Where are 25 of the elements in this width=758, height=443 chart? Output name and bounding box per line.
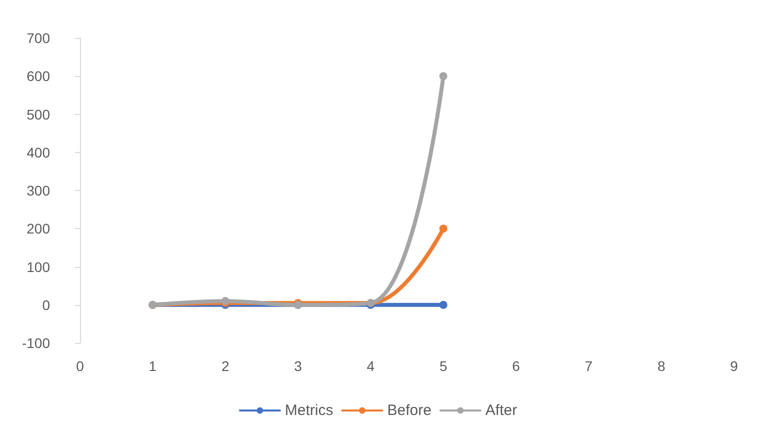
legend-label: Before <box>387 402 432 419</box>
y-tick-label: 700 <box>26 30 50 46</box>
y-tick-label: -100 <box>22 335 50 351</box>
legend-label: Metrics <box>284 402 334 419</box>
x-tick-label: 1 <box>148 358 157 374</box>
x-tick-label: 9 <box>730 358 738 374</box>
y-tick-label: 600 <box>26 68 50 84</box>
x-tick-label: 6 <box>512 358 520 374</box>
x-tick-label: 7 <box>584 358 593 374</box>
point <box>439 72 448 80</box>
point <box>439 224 448 233</box>
x-tick-label: 0 <box>76 358 84 374</box>
y-tick-label: 400 <box>26 144 50 160</box>
point <box>439 300 448 309</box>
y-tick-label: 300 <box>26 182 50 198</box>
x-tick-label: 3 <box>294 358 302 374</box>
x-tick-label: 4 <box>366 358 375 374</box>
y-tick-label: 500 <box>26 106 50 122</box>
x-tick-label: 8 <box>657 358 666 374</box>
y-tick-label: 100 <box>26 258 50 275</box>
y-tick-label: 200 <box>26 220 50 237</box>
x-tick-label: 2 <box>221 358 230 374</box>
x-tick-label: 5 <box>439 358 448 374</box>
y-tick-label: 0 <box>42 296 50 313</box>
legend-label: After <box>485 402 518 419</box>
